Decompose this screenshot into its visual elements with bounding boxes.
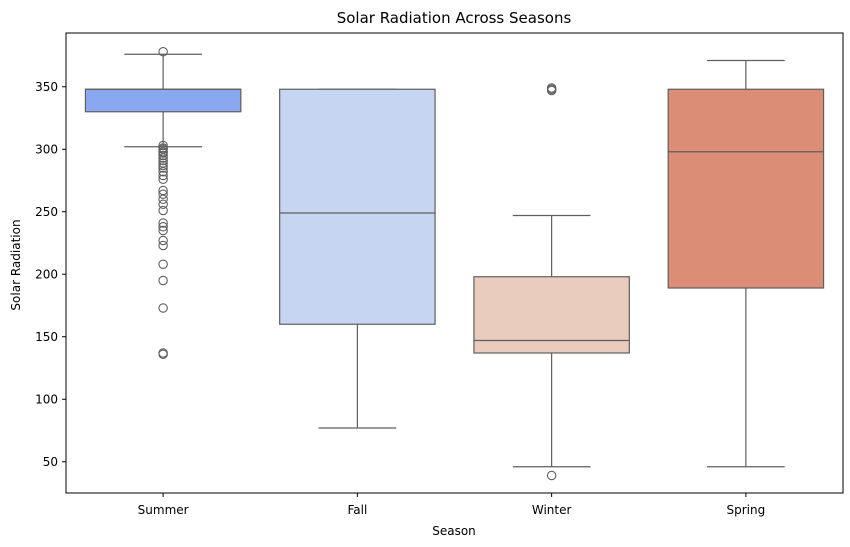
box-summer [84, 88, 242, 113]
outlier-point-summer [158, 240, 168, 251]
box-fall [279, 88, 436, 325]
outlier-point-summer [158, 275, 168, 286]
x-tick-label-spring: Spring [727, 503, 766, 517]
outlier-point-summer [158, 170, 168, 181]
y-tick-label: 50 [43, 455, 58, 469]
box-spring [667, 88, 825, 289]
outlier-point-summer [158, 349, 168, 359]
x-tick-label-summer: Summer [138, 503, 189, 517]
outlier-point-summer [158, 303, 168, 313]
outlier-point-winter [546, 470, 557, 481]
x-tick-label-fall: Fall [347, 503, 367, 517]
outlier-point-summer [158, 205, 168, 216]
y-tick-label: 200 [35, 267, 58, 281]
box-group-winter [473, 83, 630, 481]
y-tick-label: 150 [35, 330, 58, 344]
axes: Summer Fall Winter Spring 50 100 150 200 250 300 3… [35, 32, 844, 517]
plot-area [84, 46, 825, 481]
x-axis-label: Season [432, 524, 476, 538]
outlier-point-summer [158, 163, 168, 173]
outlier-point-summer [158, 235, 168, 246]
outlier-point-summer [158, 150, 168, 161]
outlier-point-summer [158, 155, 168, 166]
box-group-summer [84, 46, 242, 359]
y-tick-label: 300 [35, 142, 58, 156]
x-tick-label-winter: Winter [532, 503, 572, 517]
outlier-point-summer [158, 148, 168, 158]
plot-frame [65, 32, 844, 494]
y-tick-label: 250 [35, 205, 58, 219]
box-group-spring [667, 59, 825, 468]
outlier-point-summer [158, 218, 168, 228]
outlier-point-summer [158, 174, 168, 185]
y-tick-label: 350 [35, 80, 58, 94]
y-tick-label: 100 [35, 392, 58, 406]
outlier-point-summer [158, 225, 168, 236]
outlier-point-summer [158, 46, 168, 57]
outlier-point-summer [158, 167, 168, 177]
outlier-point-summer [158, 153, 168, 163]
outlier-point-summer [158, 160, 168, 171]
outlier-point-summer [158, 199, 168, 210]
outlier-point-summer [158, 194, 168, 205]
y-axis-label: Solar Radiation [9, 219, 23, 310]
outlier-point-winter [546, 85, 557, 96]
outlier-point-summer [158, 222, 168, 232]
box-winter [473, 276, 630, 354]
chart-title: Solar Radiation Across Seasons [337, 9, 572, 27]
outlier-point-summer [158, 259, 168, 269]
box-group-fall [279, 88, 436, 429]
outlier-point-summer [158, 140, 168, 151]
outlier-point-summer [158, 189, 168, 200]
